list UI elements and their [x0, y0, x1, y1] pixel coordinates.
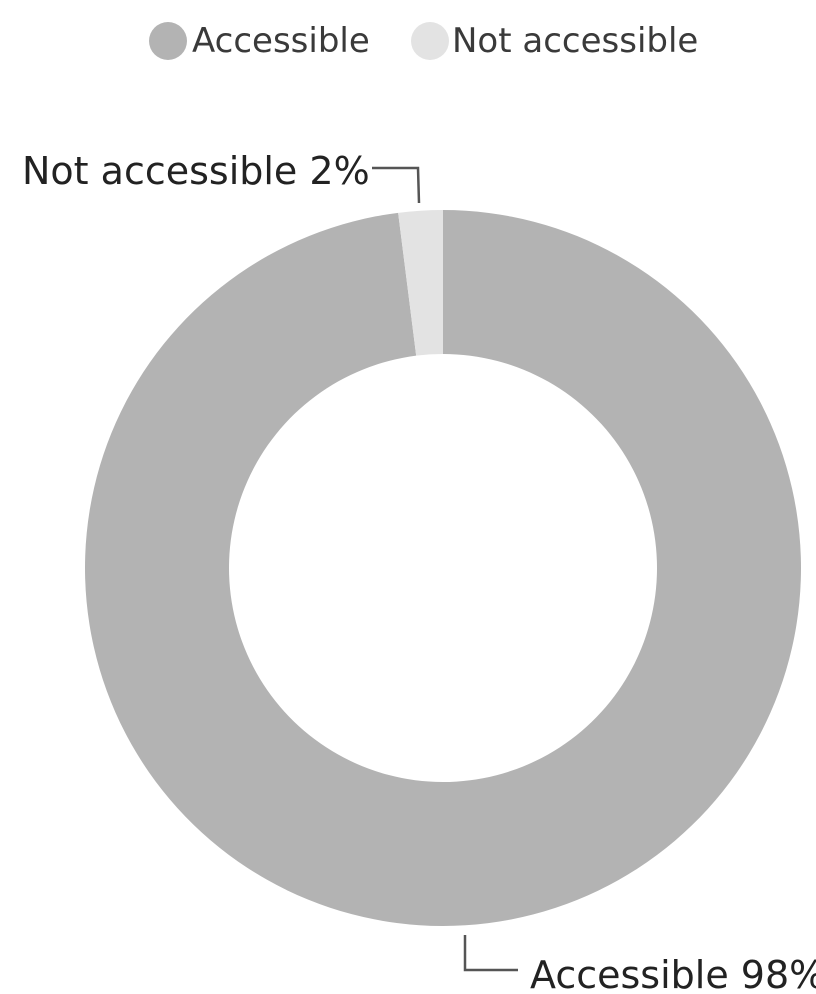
legend-item-accessible[interactable]: Accessible: [149, 21, 370, 61]
leader-line-not-accessible: [372, 166, 421, 204]
data-labels: Not accessible 2% Accessible 98%: [22, 149, 816, 994]
legend-swatch-not-accessible: [411, 22, 449, 60]
data-label-accessible: Accessible 98%: [530, 953, 816, 994]
leader-line-accessible: [463, 935, 518, 972]
slice-accessible[interactable]: [85, 210, 801, 926]
legend-label-accessible: Accessible: [192, 21, 370, 61]
legend-item-not-accessible[interactable]: Not accessible: [411, 21, 698, 61]
slice-not-accessible[interactable]: [398, 210, 443, 356]
legend-swatch-accessible: [149, 22, 187, 60]
legend-label-not-accessible: Not accessible: [452, 21, 698, 61]
donut-slices: [85, 210, 801, 926]
data-label-not-accessible: Not accessible 2%: [22, 149, 370, 193]
chart-legend: Accessible Not accessible: [149, 21, 698, 61]
